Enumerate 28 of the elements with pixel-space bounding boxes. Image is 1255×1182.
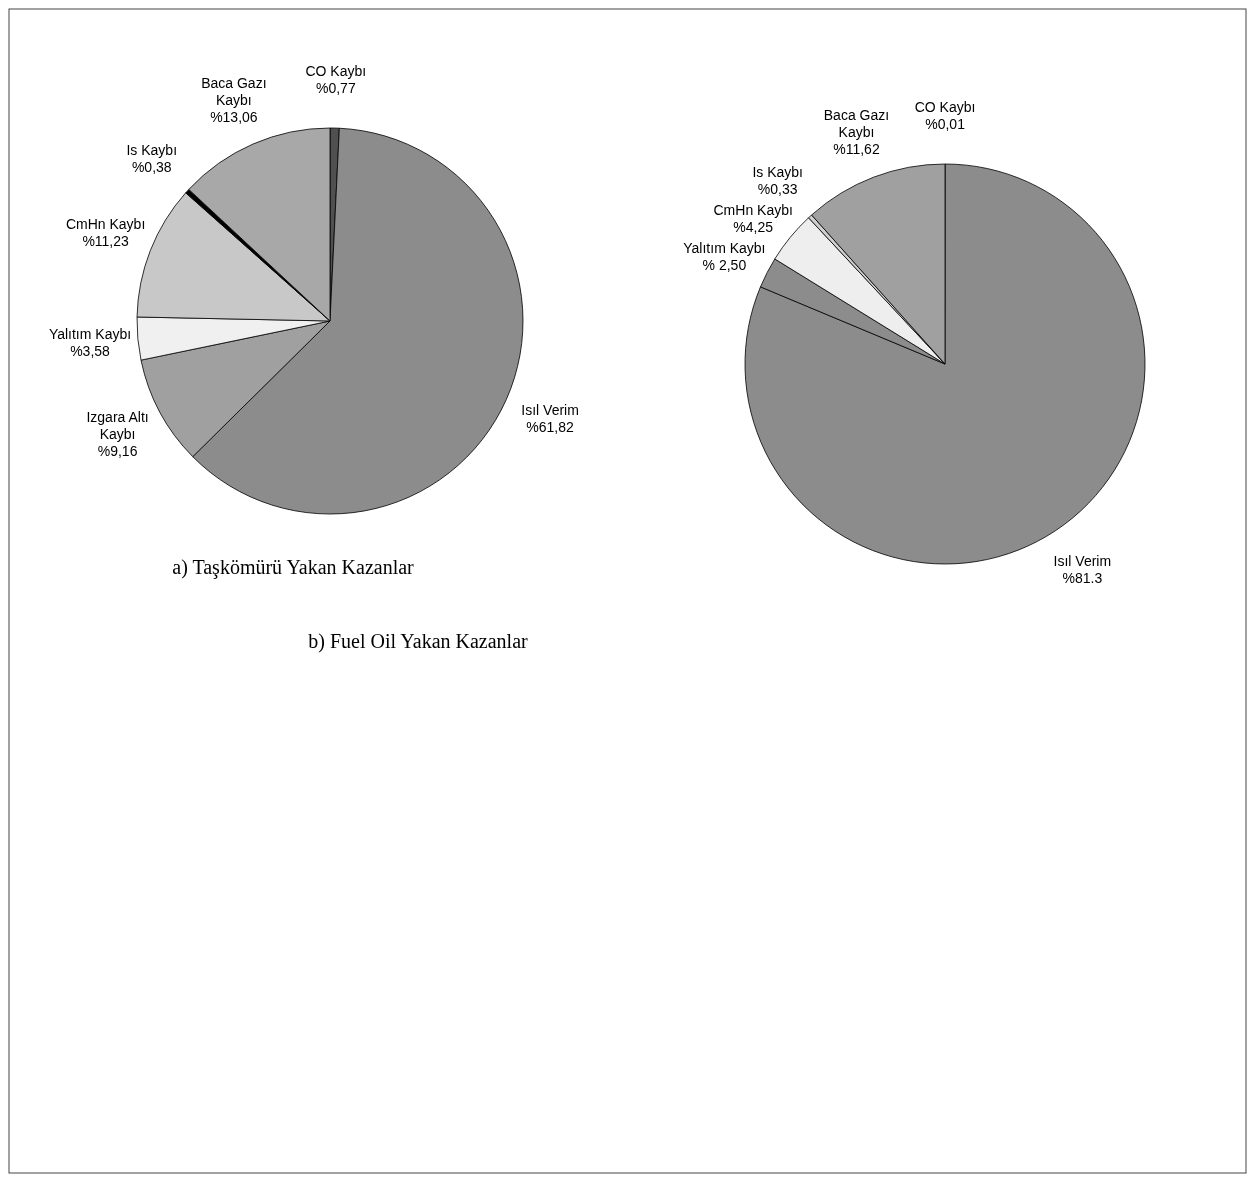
data-label: %0,33 [757,180,798,197]
slice-label: Baca Gazı Kaybı [823,106,890,140]
data-label: %0,38 [131,158,172,175]
data-label: %81.3 [1062,570,1103,587]
data-label: %0,77 [315,80,356,97]
data-label: %11,62 [833,140,880,157]
data-label: %61,82 [526,419,575,436]
slice-label: Yalıtım Kaybı [48,326,132,343]
slice-label: Baca Gazı Kaybı [201,74,267,108]
data-label: % 2,50 [702,256,747,273]
text: b) Fuel Oil Yakan Kazanlar [308,630,529,653]
data-label: %9,16 [97,443,138,460]
data-label: %4,25 [733,218,774,235]
slice-label: Izgara Altı Kaybı [86,409,149,443]
data-label: %11,23 [82,233,130,250]
text: a) Taşkömürü Yakan Kazanlar [172,556,415,579]
slice-label: Is Kaybı [126,141,178,158]
slice-label: Isıl Verim [521,402,579,419]
data-label: %13,06 [210,108,258,125]
slice-label: CO Kaybı [305,63,367,80]
slice-label: CmHn Kaybı [713,201,793,218]
data-label: %0,01 [925,116,966,132]
slice-label: Yalıtım Kaybı [683,239,766,256]
data-label: %3,58 [70,343,111,360]
slice-label: Is Kaybı [752,163,803,180]
slice-label: CO Kaybı [914,99,976,115]
slice-label: Isıl Verim [1053,553,1112,570]
slice-label: CmHn Kaybı [65,216,146,233]
